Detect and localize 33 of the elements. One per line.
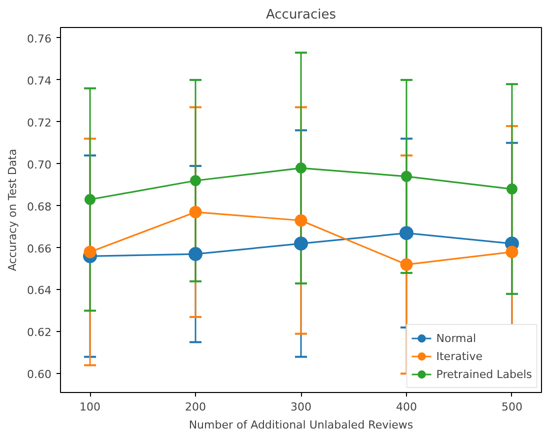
y-tick-label: 0.74 [27, 74, 52, 88]
y-tick-label: 0.70 [27, 158, 52, 172]
y-tick-label: 0.72 [27, 116, 52, 130]
y-tick-label: 0.62 [27, 326, 52, 340]
x-tick-label: 500 [501, 400, 522, 414]
y-tick-label: 0.68 [27, 200, 52, 214]
point [399, 226, 414, 240]
point [294, 214, 308, 227]
y-tick-label: 0.64 [27, 284, 52, 298]
point [400, 170, 412, 182]
point [84, 246, 96, 258]
point [506, 184, 518, 195]
legend-label: Normal [436, 330, 476, 346]
point [296, 162, 306, 174]
x-tick-label: 300 [290, 400, 312, 414]
point [84, 194, 96, 205]
point [188, 247, 203, 262]
legend-label: Iterative [436, 348, 482, 364]
legend-label: Pretrained Labels [436, 366, 532, 382]
x-axis-title: Number of Additional Unlabaled Reviews [188, 418, 414, 432]
y-axis-title: Accuracy on Test Data [6, 148, 20, 272]
point [400, 258, 413, 271]
point [294, 236, 308, 251]
x-tick-label: 200 [185, 400, 206, 414]
x-tick-label: 100 [80, 400, 101, 414]
y-tick-label: 0.66 [27, 242, 52, 256]
y-tick-label: 0.60 [27, 368, 52, 382]
y-tick-label: 0.76 [27, 32, 52, 46]
point [506, 246, 518, 258]
x-tick-label: 400 [396, 400, 417, 414]
point [189, 206, 202, 218]
chart-title: Accuracies [266, 8, 336, 22]
point [190, 175, 202, 186]
